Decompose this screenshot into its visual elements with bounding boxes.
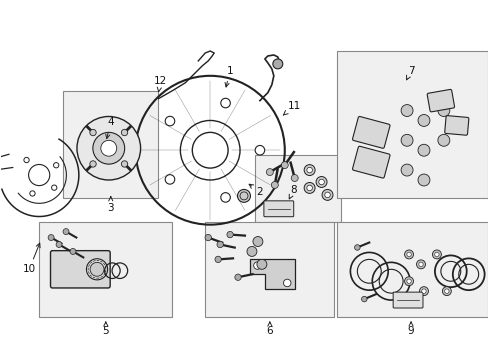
Circle shape	[291, 175, 298, 181]
Bar	[205, 222, 334, 317]
Text: 10: 10	[22, 243, 40, 274]
Circle shape	[416, 260, 425, 269]
Circle shape	[272, 59, 282, 69]
Circle shape	[63, 229, 69, 235]
Circle shape	[226, 231, 233, 238]
FancyBboxPatch shape	[264, 201, 293, 217]
Circle shape	[283, 279, 290, 287]
Circle shape	[419, 287, 427, 296]
Circle shape	[324, 192, 329, 198]
Circle shape	[437, 134, 449, 146]
FancyBboxPatch shape	[352, 146, 389, 178]
Circle shape	[252, 237, 263, 247]
Circle shape	[417, 174, 429, 186]
Circle shape	[221, 193, 230, 202]
Circle shape	[165, 175, 174, 184]
Circle shape	[406, 252, 410, 257]
Circle shape	[237, 189, 250, 202]
Text: 6: 6	[266, 322, 273, 336]
FancyBboxPatch shape	[427, 89, 454, 112]
Circle shape	[418, 262, 422, 266]
Circle shape	[93, 132, 124, 164]
Circle shape	[70, 248, 76, 255]
Circle shape	[306, 185, 312, 191]
Circle shape	[437, 105, 449, 117]
Bar	[337, 51, 487, 198]
Text: 1: 1	[224, 66, 233, 87]
Text: 9: 9	[407, 322, 413, 336]
Circle shape	[354, 245, 359, 250]
Circle shape	[417, 144, 429, 156]
Circle shape	[306, 167, 312, 173]
Circle shape	[234, 274, 241, 280]
Text: 12: 12	[154, 76, 167, 92]
FancyBboxPatch shape	[50, 251, 110, 288]
Circle shape	[90, 161, 96, 167]
Circle shape	[121, 129, 127, 136]
Circle shape	[221, 98, 230, 108]
Bar	[337, 222, 487, 317]
Bar	[39, 222, 172, 317]
Circle shape	[101, 140, 117, 156]
Circle shape	[304, 165, 314, 176]
Circle shape	[404, 277, 413, 286]
Circle shape	[121, 161, 127, 167]
Circle shape	[48, 235, 54, 240]
FancyBboxPatch shape	[392, 292, 422, 308]
Circle shape	[266, 168, 273, 176]
Circle shape	[217, 241, 223, 248]
Circle shape	[77, 117, 141, 180]
Circle shape	[444, 289, 448, 293]
Circle shape	[281, 162, 287, 168]
Circle shape	[322, 189, 332, 201]
Circle shape	[400, 134, 412, 146]
Circle shape	[165, 116, 174, 126]
Text: 3: 3	[107, 197, 114, 213]
Circle shape	[271, 181, 278, 188]
Bar	[254, 155, 341, 222]
Circle shape	[255, 145, 264, 155]
Text: 5: 5	[102, 322, 109, 336]
Circle shape	[90, 262, 104, 276]
Circle shape	[253, 262, 261, 269]
Circle shape	[406, 279, 410, 283]
Circle shape	[442, 287, 450, 296]
Circle shape	[318, 179, 324, 185]
Circle shape	[404, 250, 413, 259]
Circle shape	[434, 252, 438, 257]
Circle shape	[204, 234, 211, 241]
Text: 8: 8	[288, 185, 296, 199]
Circle shape	[431, 250, 441, 259]
Text: 7: 7	[406, 66, 413, 80]
FancyBboxPatch shape	[352, 116, 389, 148]
Circle shape	[304, 183, 314, 193]
Polygon shape	[249, 260, 294, 289]
Circle shape	[86, 259, 107, 280]
Text: 4: 4	[105, 117, 114, 139]
Circle shape	[400, 164, 412, 176]
Text: 2: 2	[248, 184, 263, 197]
Circle shape	[56, 242, 62, 247]
Circle shape	[246, 247, 256, 256]
Circle shape	[400, 105, 412, 117]
Circle shape	[256, 260, 266, 269]
Bar	[63, 91, 158, 198]
Circle shape	[361, 296, 366, 302]
Circle shape	[215, 256, 221, 262]
Circle shape	[90, 129, 96, 136]
Circle shape	[421, 289, 425, 293]
FancyBboxPatch shape	[444, 116, 468, 135]
Circle shape	[315, 176, 326, 188]
Text: 11: 11	[283, 100, 301, 115]
Circle shape	[417, 114, 429, 126]
